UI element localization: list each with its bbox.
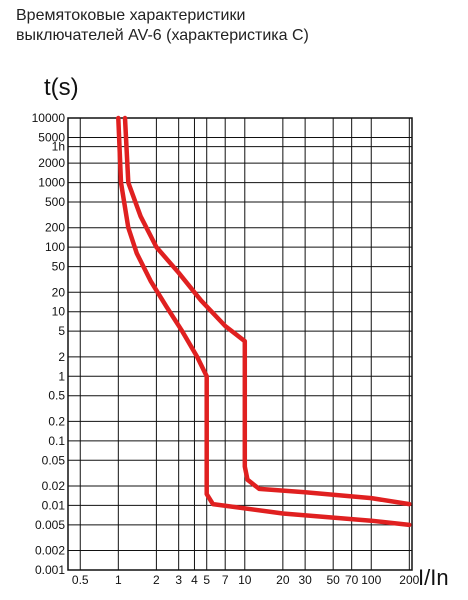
chart-title: Времятоковые характеристики выключателей… [16,7,309,44]
y-tick-label: 1 [58,369,65,383]
y-tick-label: 2000 [38,156,65,170]
y-tick-label: 0.1 [48,434,65,448]
x-tick-label: 2 [153,573,160,587]
x-tick-label: 10 [238,573,252,587]
y-tick-label: 5 [58,324,65,338]
x-tick-label: 100 [361,573,381,587]
x-tick-label: 3 [175,573,182,587]
plot-frame [67,117,413,571]
y-tick-label: 0.001 [35,563,65,577]
y-tick-label: 1h [52,140,65,154]
y-tick-label: 0.005 [35,518,65,532]
y-tick-label: 0.02 [42,479,66,493]
y-tick-label: 10000 [32,111,66,125]
x-tick-label: 20 [276,573,290,587]
y-tick-label: 2 [58,350,65,364]
y-tick-label: 1000 [38,176,65,190]
x-tick-label: 7 [222,573,229,587]
x-tick-label: 4 [191,573,198,587]
y-tick-label: 10 [52,305,66,319]
x-tick-label: 30 [298,573,312,587]
x-tick-label: 5 [203,573,210,587]
x-tick-label: 70 [345,573,359,587]
y-tick-label: 50 [52,260,66,274]
x-tick-label: 50 [327,573,341,587]
y-tick-label: 200 [45,221,65,235]
series-curve-2 [122,115,412,507]
x-tick-label: 0.5 [72,573,89,587]
y-tick-label: 500 [45,195,65,209]
x-tick-label: 200 [399,573,419,587]
x-tick-label: 1 [115,573,122,587]
y-tick-label: 0.01 [42,498,66,512]
series-curve-1 [116,115,412,528]
y-tick-label: 0.002 [35,544,65,558]
x-axis-label: I/In [418,565,449,590]
y-tick-label: 20 [52,285,66,299]
y-tick-label: 0.05 [42,453,66,467]
y-tick-label: 0.5 [48,389,65,403]
y-axis-label: t(s) [44,74,79,101]
y-tick-label: 0.2 [48,414,65,428]
y-tick-label: 5000 [38,130,65,144]
y-tick-label: 100 [45,240,65,254]
